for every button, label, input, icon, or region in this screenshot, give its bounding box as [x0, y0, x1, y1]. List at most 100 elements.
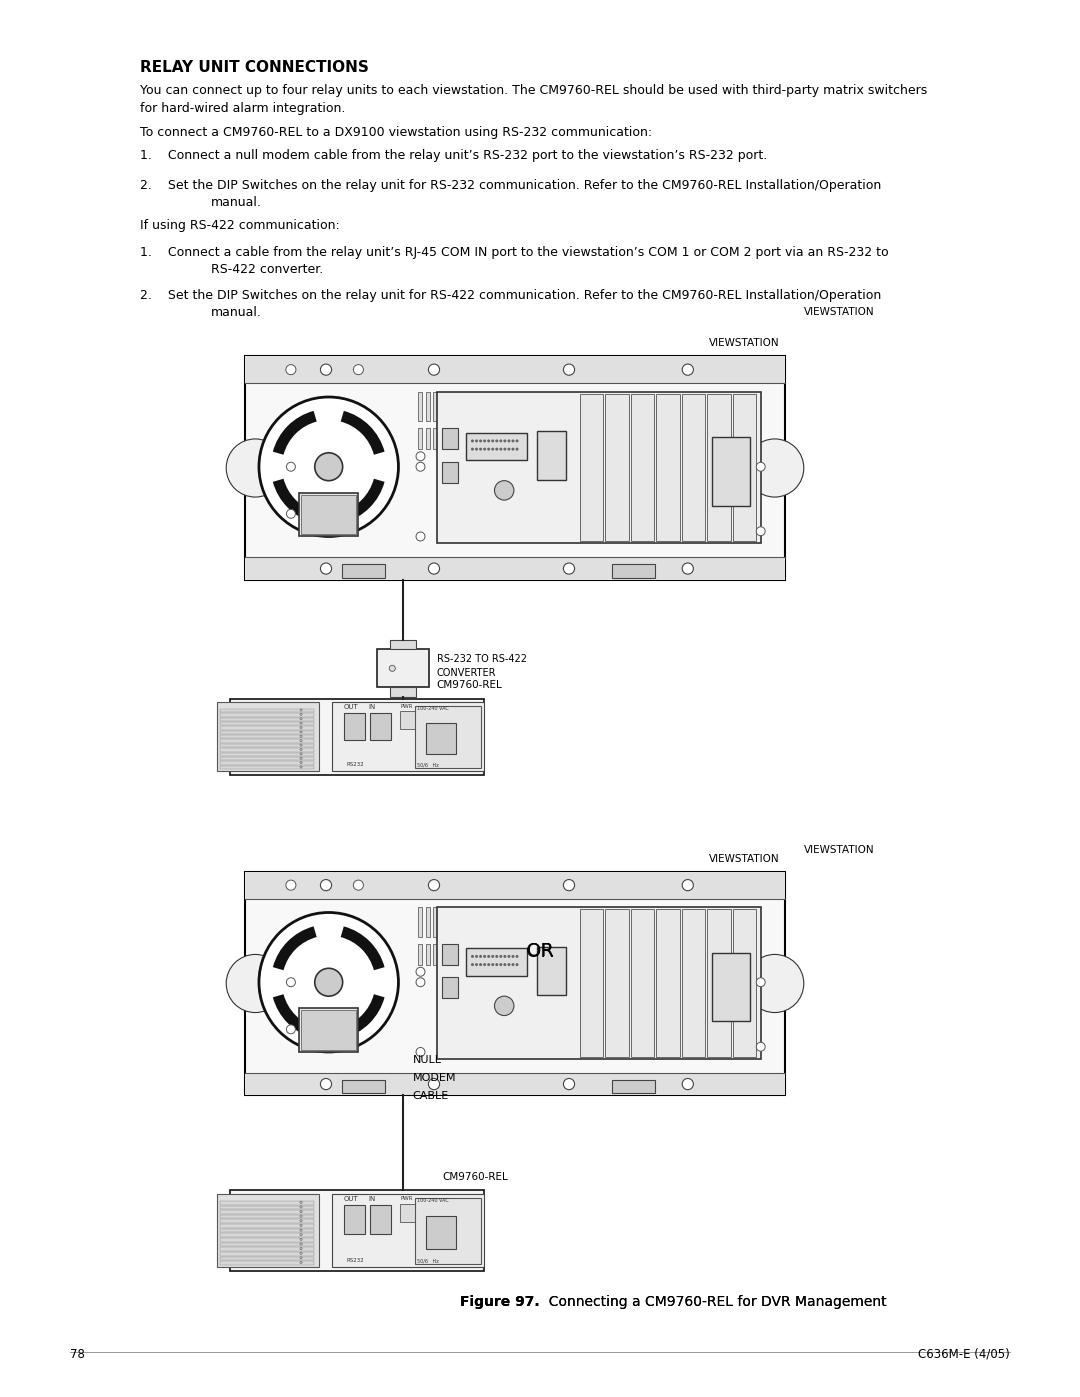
Text: Figure 97.: Figure 97. [460, 1295, 540, 1309]
Circle shape [286, 1025, 295, 1034]
Bar [580, 391, 584, 422]
Bar [220, 1206, 314, 1210]
Bar [343, 1206, 365, 1235]
Circle shape [300, 1234, 302, 1236]
Bar [426, 724, 457, 754]
Text: CM9760-REL: CM9760-REL [443, 1172, 509, 1182]
Text: PWR: PWR [400, 704, 413, 710]
Bar [707, 909, 730, 1058]
Bar [220, 1210, 314, 1214]
Text: CABLE: CABLE [413, 1091, 449, 1101]
Text: OUT: OUT [343, 1196, 359, 1203]
Bar [526, 429, 530, 450]
Circle shape [471, 956, 474, 958]
Circle shape [512, 956, 514, 958]
Bar [426, 907, 430, 937]
Circle shape [480, 447, 482, 451]
Bar [448, 391, 454, 422]
Circle shape [475, 447, 478, 451]
Circle shape [300, 1238, 302, 1241]
Circle shape [499, 447, 502, 451]
Text: 1.    Connect a null modem cable from the relay unit’s RS-232 port to the viewst: 1. Connect a null modem cable from the r… [140, 149, 768, 162]
Bar [631, 909, 654, 1058]
Bar [511, 944, 515, 965]
Bar [433, 429, 437, 450]
Circle shape [503, 447, 507, 451]
Bar [732, 909, 756, 1058]
Bar [580, 944, 584, 965]
Text: RS-422 converter.: RS-422 converter. [211, 263, 323, 275]
Bar [612, 564, 656, 577]
Bar [631, 394, 654, 542]
Circle shape [321, 880, 332, 891]
Bar [480, 944, 484, 965]
Bar [299, 1009, 359, 1052]
Bar [467, 433, 527, 460]
Circle shape [300, 722, 302, 724]
Bar [433, 907, 437, 937]
Bar [572, 391, 577, 422]
Bar [626, 429, 631, 450]
Text: RS232: RS232 [347, 763, 364, 767]
Text: PWR: PWR [400, 1196, 413, 1201]
Text: 2.    Set the DIP Switches on the relay unit for RS-422 communication. Refer to : 2. Set the DIP Switches on the relay uni… [140, 289, 881, 302]
Bar [580, 429, 584, 450]
Bar [400, 1204, 416, 1222]
Bar [534, 391, 538, 422]
Bar [377, 650, 429, 687]
Bar [442, 427, 458, 450]
Bar [220, 722, 314, 725]
Text: C636M-E (4/05): C636M-E (4/05) [918, 1348, 1010, 1361]
Text: RS232: RS232 [347, 1259, 364, 1263]
Bar [426, 1217, 457, 1249]
Bar [480, 907, 484, 937]
Circle shape [286, 978, 295, 986]
Circle shape [416, 532, 424, 541]
Bar [518, 944, 523, 965]
Text: RS-232 TO RS-422: RS-232 TO RS-422 [436, 654, 527, 664]
Bar [541, 944, 545, 965]
Bar [301, 495, 356, 535]
Bar [441, 944, 445, 965]
Circle shape [756, 978, 765, 986]
Bar [245, 557, 785, 580]
Bar [433, 944, 437, 965]
Bar [610, 429, 616, 450]
Circle shape [480, 956, 482, 958]
Circle shape [429, 365, 440, 376]
Bar [245, 356, 785, 580]
Bar [220, 1238, 314, 1242]
Bar [626, 391, 631, 422]
Text: VIEWSTATION: VIEWSTATION [710, 338, 780, 348]
Bar [418, 944, 422, 965]
Circle shape [259, 397, 399, 536]
Bar [448, 907, 454, 937]
Bar [580, 394, 604, 542]
Text: IN: IN [368, 1196, 376, 1203]
Bar [549, 429, 553, 450]
Circle shape [416, 451, 424, 461]
Circle shape [416, 978, 424, 986]
Circle shape [300, 1229, 302, 1231]
Bar [426, 391, 430, 422]
Text: for hard-wired alarm integration.: for hard-wired alarm integration. [140, 102, 346, 115]
Bar [369, 712, 391, 740]
Circle shape [300, 714, 302, 715]
Bar [534, 907, 538, 937]
Bar [418, 429, 422, 450]
Circle shape [512, 447, 514, 451]
Bar [217, 703, 319, 771]
Bar [464, 944, 469, 965]
Circle shape [300, 708, 302, 711]
Bar [487, 429, 491, 450]
Bar [657, 909, 679, 1058]
Bar [495, 907, 499, 937]
Circle shape [300, 1257, 302, 1259]
Circle shape [314, 453, 342, 481]
Circle shape [321, 365, 332, 376]
Circle shape [475, 963, 478, 967]
Bar [518, 907, 523, 937]
Circle shape [503, 440, 507, 443]
Bar [565, 429, 569, 450]
Bar [442, 977, 458, 999]
